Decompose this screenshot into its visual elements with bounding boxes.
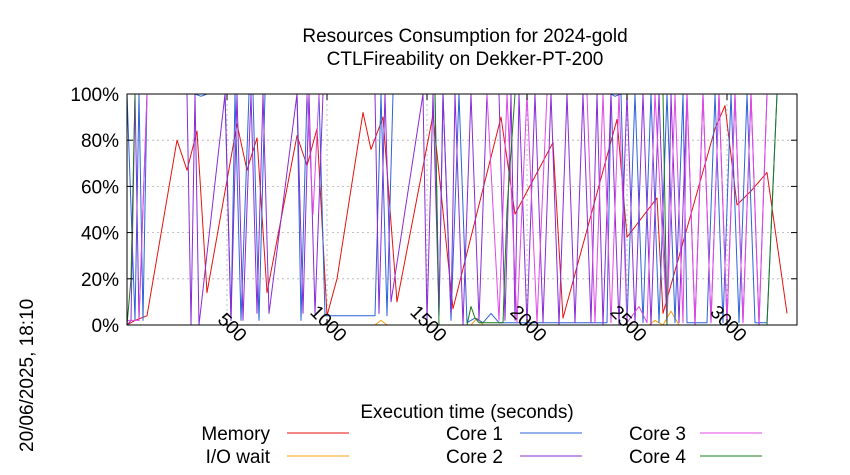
- y-tick-label: 0%: [92, 316, 120, 337]
- x-tick-label: 1500: [406, 302, 451, 347]
- legend-label-core-3: Core 3: [629, 424, 686, 445]
- y-tick-label: 80%: [81, 131, 119, 152]
- chart-title-line1: Resources Consumption for 2024-gold: [302, 26, 627, 47]
- x-axis-label: Execution time (seconds): [360, 402, 573, 423]
- y-tick-label: 40%: [81, 224, 119, 245]
- series-line-core-3: [127, 93, 787, 324]
- legend-label-memory: Memory: [201, 424, 270, 445]
- timestamp-label: 20/06/2025, 18:10: [17, 299, 38, 452]
- legend-label-core-2: Core 2: [446, 447, 503, 468]
- series-line-core-2: [126, 93, 787, 326]
- legend-label-core-4: Core 4: [629, 447, 686, 468]
- x-tick-label: 500: [213, 309, 250, 346]
- y-tick-label: 100%: [70, 85, 119, 106]
- y-tick-label: 60%: [81, 177, 119, 198]
- legend-label-i-o-wait: I/O wait: [206, 447, 271, 468]
- legend-label-core-1: Core 1: [446, 424, 503, 445]
- y-tick-label: 20%: [81, 270, 119, 291]
- series-group: [126, 93, 788, 326]
- chart-title-line2: CTLFireability on Dekker-PT-200: [327, 49, 604, 70]
- plot-frame: [126, 93, 798, 326]
- x-tick-label: 1000: [306, 302, 351, 347]
